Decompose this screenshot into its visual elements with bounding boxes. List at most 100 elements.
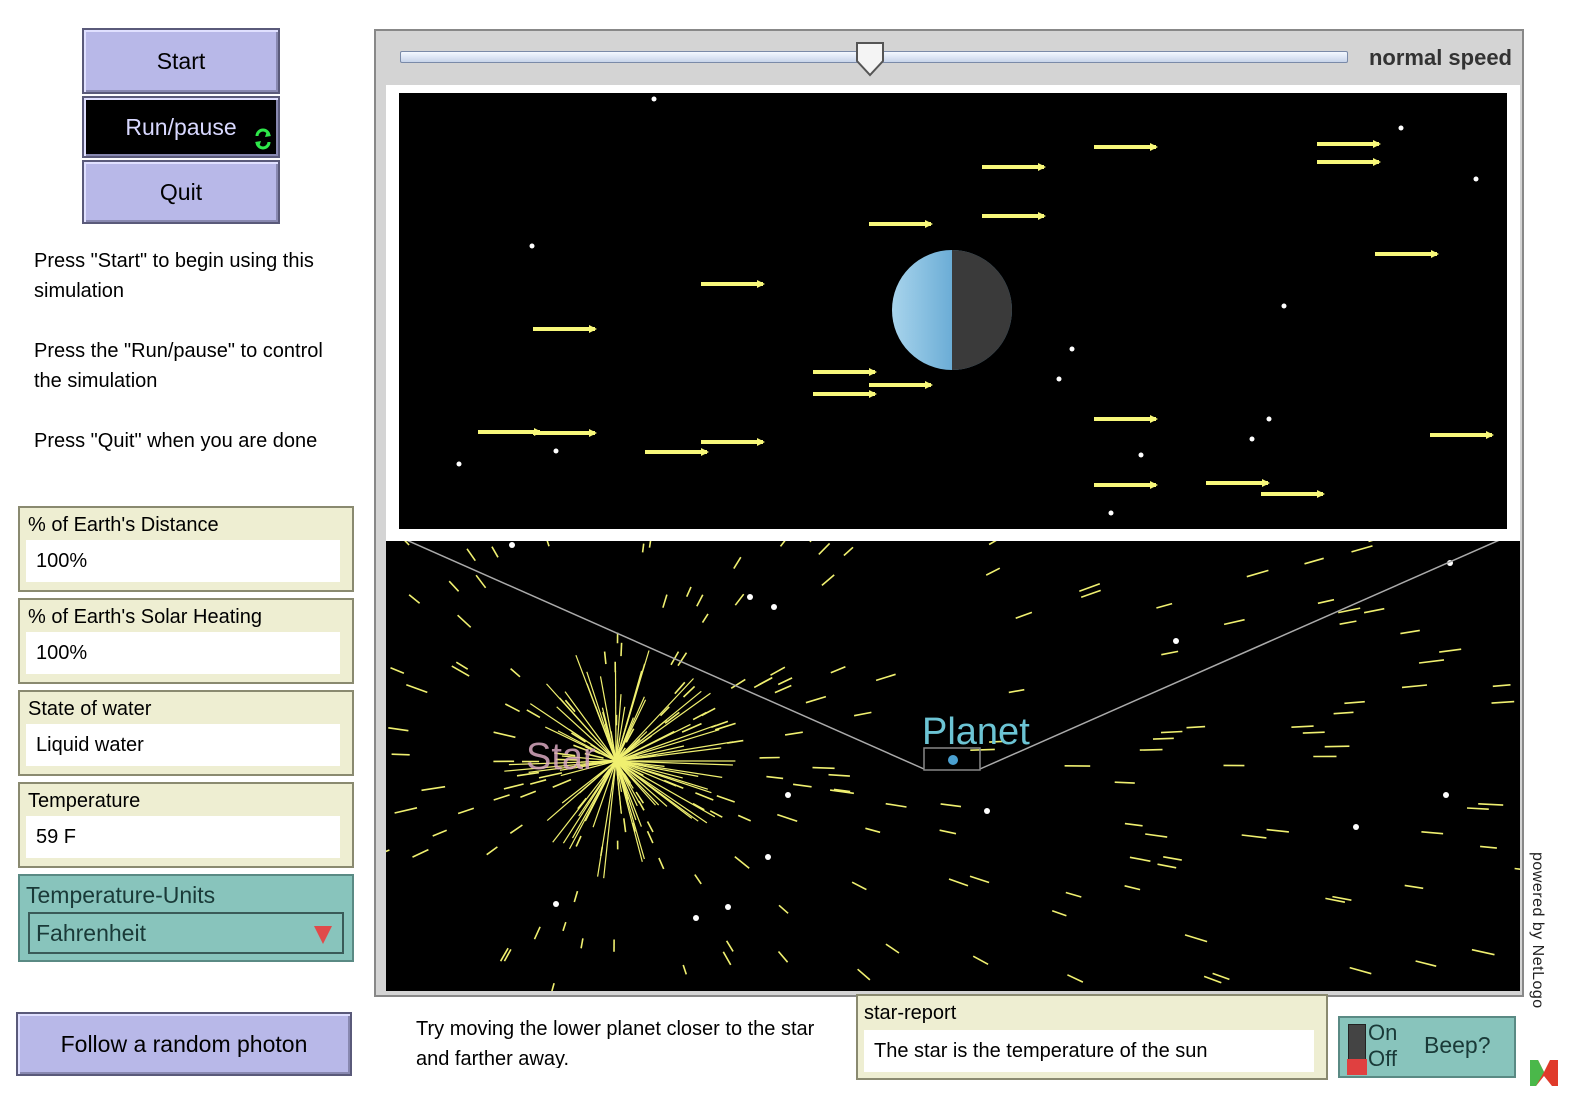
forever-icon xyxy=(255,128,271,150)
photon xyxy=(615,747,722,762)
temperature-units-chooser[interactable]: Temperature-Units Fahrenheit xyxy=(18,874,354,962)
follow-photon-button[interactable]: Follow a random photon xyxy=(16,1012,352,1076)
photon xyxy=(578,760,617,817)
zoom-box[interactable] xyxy=(923,747,981,771)
star-dot xyxy=(553,448,559,454)
simulation-view: normal speed xyxy=(374,29,1537,997)
photon xyxy=(557,730,617,762)
photon xyxy=(1339,620,1357,625)
photon xyxy=(486,846,498,856)
star-dot xyxy=(765,854,771,860)
photon xyxy=(615,741,734,762)
temperature-units-select[interactable]: Fahrenheit xyxy=(28,912,344,954)
photon xyxy=(1491,700,1515,704)
photon xyxy=(375,849,390,856)
photon xyxy=(777,950,789,963)
photon xyxy=(1325,897,1346,903)
photon xyxy=(734,593,745,606)
photon xyxy=(875,673,896,682)
photon xyxy=(526,709,541,719)
photon xyxy=(685,586,692,598)
photon xyxy=(662,594,668,608)
photon xyxy=(1163,856,1182,861)
photon xyxy=(681,722,702,733)
monitor-value: 100% xyxy=(26,632,340,674)
photon xyxy=(603,760,617,879)
photon xyxy=(615,760,665,767)
quit-button[interactable]: Quit xyxy=(82,160,280,224)
photon xyxy=(830,665,846,674)
photon xyxy=(615,706,626,762)
monitor-value: 59 F xyxy=(26,816,340,858)
photon xyxy=(564,699,576,713)
photon xyxy=(682,964,688,975)
photon xyxy=(737,814,752,822)
photon xyxy=(939,829,957,835)
photon xyxy=(573,744,589,752)
start-button[interactable]: Start xyxy=(82,28,280,94)
star-dot xyxy=(529,243,535,249)
photon xyxy=(520,790,537,798)
photon xyxy=(559,697,617,762)
photon xyxy=(491,546,499,558)
photon xyxy=(725,940,734,952)
run-pause-label: Run/pause xyxy=(125,113,237,140)
star-dot xyxy=(1443,792,1449,798)
switch-label: Beep? xyxy=(1424,1032,1491,1058)
photon xyxy=(1304,557,1324,565)
photon xyxy=(586,671,617,762)
photon xyxy=(1400,629,1420,635)
photon xyxy=(615,760,632,805)
photon xyxy=(564,691,617,762)
photon xyxy=(614,670,617,762)
photon xyxy=(1415,960,1437,967)
world-canvas[interactable]: Star Planet xyxy=(375,85,1537,993)
photon xyxy=(406,684,428,694)
photon xyxy=(1184,934,1208,943)
star-dot xyxy=(1473,176,1479,182)
photon xyxy=(1324,745,1350,748)
star-dot xyxy=(1353,824,1359,830)
powered-by-text: powered by NetLogo xyxy=(1529,852,1546,1009)
photon xyxy=(778,904,789,914)
star-label: Star xyxy=(526,736,596,778)
planet[interactable] xyxy=(948,755,958,765)
photon xyxy=(615,745,685,762)
speed-slider-thumb[interactable] xyxy=(854,41,886,77)
photon xyxy=(615,690,702,762)
photon xyxy=(538,772,563,779)
star-dot xyxy=(651,96,657,102)
photon xyxy=(948,878,969,887)
photon xyxy=(970,748,995,751)
photon xyxy=(1186,725,1206,729)
switch-toggle[interactable] xyxy=(1347,1024,1367,1075)
photon xyxy=(821,574,835,587)
photon xyxy=(1156,602,1173,609)
photon xyxy=(391,753,410,756)
photon xyxy=(664,711,680,724)
photon xyxy=(1124,822,1143,827)
photon xyxy=(504,760,617,772)
photon xyxy=(562,921,567,932)
photon xyxy=(615,760,668,807)
photon xyxy=(792,783,812,788)
photon xyxy=(1266,828,1289,833)
photon xyxy=(1145,833,1168,838)
beep-switch[interactable]: On Off Beep? xyxy=(1338,1016,1516,1078)
planet-label: Planet xyxy=(922,711,1030,753)
photon xyxy=(615,760,677,787)
photon xyxy=(503,949,512,962)
star-dot xyxy=(747,594,753,600)
photon xyxy=(545,536,550,547)
star-dot xyxy=(725,904,731,910)
distance-monitor: % of Earth's Distance 100% xyxy=(18,506,354,592)
photon xyxy=(1080,589,1101,599)
zoom-guide-left xyxy=(385,530,925,770)
photon xyxy=(695,792,714,801)
photon xyxy=(580,938,584,949)
dropdown-arrow-icon[interactable] xyxy=(314,926,332,944)
run-pause-button[interactable]: Run/pause xyxy=(82,96,280,158)
photon xyxy=(972,955,989,966)
photon xyxy=(1065,891,1082,898)
photon xyxy=(865,827,881,834)
